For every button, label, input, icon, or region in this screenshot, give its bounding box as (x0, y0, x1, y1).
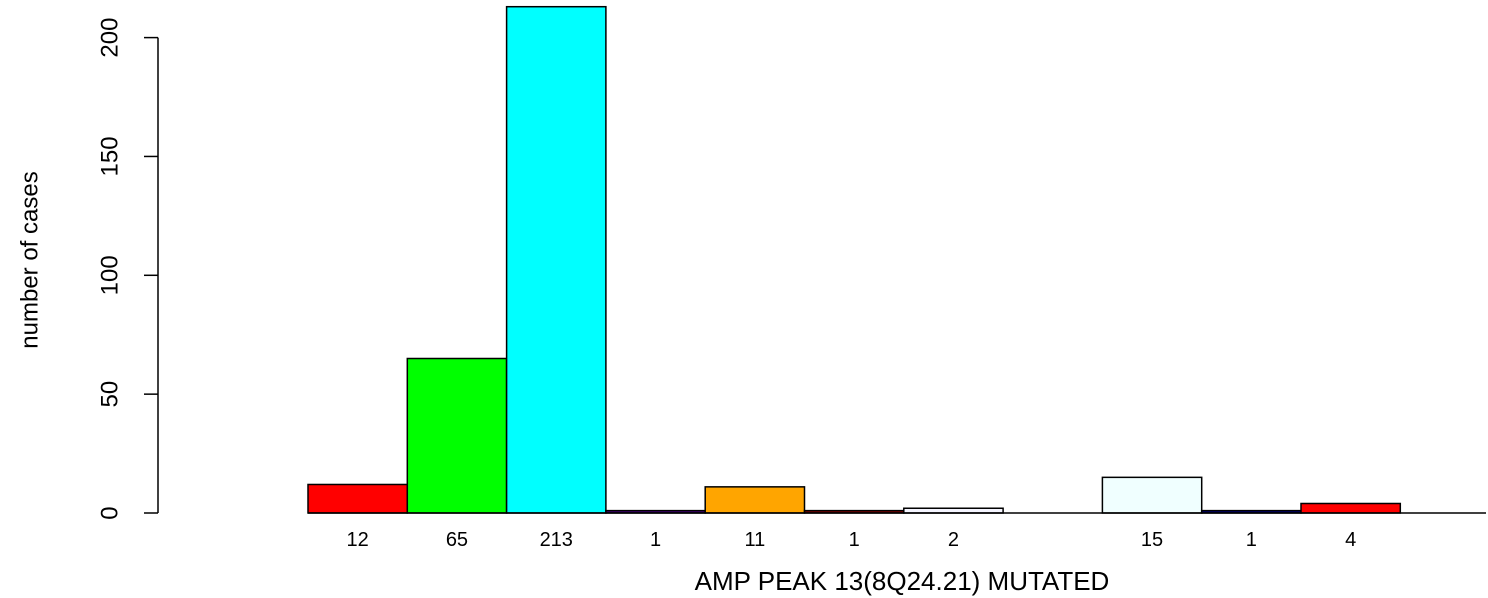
y-tick-label: 150 (97, 136, 124, 176)
bar-labels: 12 65 213 1 11 1 2 15 1 4 (347, 529, 1357, 551)
y-axis-title: number of cases (17, 171, 44, 348)
bar-label: 2 (948, 529, 959, 551)
y-axis: 0 50 100 150 200 (97, 18, 159, 520)
bar-label: 1 (650, 529, 661, 551)
bar (1300, 502, 1402, 514)
bar (704, 486, 806, 514)
bar-label: 12 (347, 529, 369, 551)
y-tick-label: 200 (97, 18, 124, 58)
bar (406, 357, 508, 514)
bar-label: 65 (446, 529, 468, 551)
x-axis-title: AMP PEAK 13(8Q24.21) MUTATED (695, 566, 1110, 596)
bars (307, 5, 1402, 514)
bar (505, 5, 607, 514)
bar (307, 483, 409, 514)
bar-label: 1 (849, 529, 860, 551)
bar-label: 213 (540, 529, 573, 551)
bar-label: 1 (1246, 529, 1257, 551)
y-tick-label: 100 (97, 255, 124, 295)
y-tick-label: 0 (97, 506, 124, 519)
bar-label: 11 (744, 529, 765, 551)
bar (1101, 476, 1203, 514)
bar-label: 4 (1345, 529, 1356, 551)
bar-label: 15 (1141, 529, 1163, 551)
y-tick-label: 50 (97, 381, 124, 408)
